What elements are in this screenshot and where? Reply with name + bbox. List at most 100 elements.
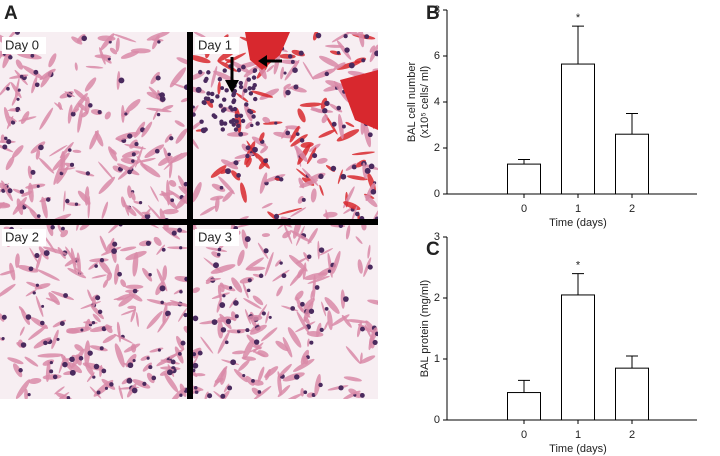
tissue-strand xyxy=(205,247,228,252)
nucleus xyxy=(273,213,280,220)
tissue-strand xyxy=(367,299,378,306)
tissue-strand xyxy=(17,264,39,273)
nucleus xyxy=(211,113,216,118)
tissue-strand xyxy=(135,312,139,328)
tissue-strand xyxy=(259,132,265,142)
nucleus xyxy=(374,50,378,57)
nucleus xyxy=(238,113,244,118)
tissue-strand xyxy=(275,259,282,267)
tissue-strand xyxy=(109,237,115,251)
tissue-strand xyxy=(253,385,272,399)
tissue-strand xyxy=(99,364,103,377)
nucleus xyxy=(324,100,330,107)
tissue-strand xyxy=(113,297,125,301)
tissue-strand xyxy=(52,152,70,171)
tissue-strand xyxy=(333,80,349,103)
tissue-strand xyxy=(152,34,160,50)
nucleus xyxy=(61,226,65,231)
tissue-strand xyxy=(42,359,55,366)
tissue-strand xyxy=(135,146,144,168)
nucleus xyxy=(234,314,239,319)
nucleus xyxy=(8,55,13,60)
tissue-strand xyxy=(210,165,227,178)
tissue-strand xyxy=(302,61,314,80)
tissue-strand xyxy=(91,274,107,279)
tissue-strand xyxy=(355,236,363,244)
tissue-strand xyxy=(38,246,49,260)
tissue-strand xyxy=(89,130,99,150)
tissue-strand xyxy=(120,309,137,316)
nucleus xyxy=(104,386,109,390)
label-bg xyxy=(2,37,46,54)
nucleus xyxy=(231,91,237,97)
tissue-strand xyxy=(231,277,243,293)
nucleus xyxy=(19,189,25,194)
annotation: * xyxy=(576,260,581,272)
tissue-strand xyxy=(166,227,188,233)
nucleus xyxy=(244,102,249,107)
tissue-strand xyxy=(71,36,83,45)
tissue-strand xyxy=(15,59,24,70)
nucleus xyxy=(6,139,12,145)
tissue-strand xyxy=(219,313,232,330)
day-label: Day 3 xyxy=(198,229,232,244)
tissue-strand xyxy=(64,91,75,97)
nucleus xyxy=(238,84,244,90)
nucleus xyxy=(207,393,213,399)
tissue-strand xyxy=(311,68,336,80)
x-axis-label: Time (days) xyxy=(549,443,607,455)
tissue-strand xyxy=(345,225,351,240)
tissue-strand xyxy=(364,194,378,208)
tissue-strand xyxy=(65,246,77,266)
tissue-strand xyxy=(278,363,292,378)
tissue-strand xyxy=(55,392,76,399)
nucleus xyxy=(268,315,272,319)
tissue-strand xyxy=(282,393,302,399)
tissue-strand xyxy=(125,99,141,113)
nucleus xyxy=(290,306,296,311)
tissue-strand xyxy=(141,211,151,215)
tissue-strand xyxy=(265,311,270,324)
nucleus xyxy=(36,214,41,218)
tissue-strand xyxy=(363,257,372,277)
tissue-strand xyxy=(210,264,236,274)
tissue-strand xyxy=(0,81,11,96)
nucleus xyxy=(155,75,161,81)
tissue-strand xyxy=(272,269,290,282)
nucleus xyxy=(228,105,233,110)
tissue-strand xyxy=(24,388,29,399)
tissue-strand xyxy=(167,152,189,164)
nucleus xyxy=(117,271,122,277)
tissue-strand xyxy=(25,183,46,189)
tissue-strand xyxy=(35,149,41,160)
tissue-strand xyxy=(282,230,292,239)
tissue-strand xyxy=(0,336,4,341)
tissue-strand xyxy=(241,229,248,249)
tissue-strand xyxy=(150,186,159,202)
tissue-strand xyxy=(164,133,172,143)
nucleus xyxy=(261,311,266,316)
tissue-strand xyxy=(121,105,125,123)
error-bar xyxy=(626,355,638,369)
nucleus xyxy=(7,188,13,194)
tissue-strand xyxy=(249,324,267,335)
nucleus xyxy=(14,32,20,35)
tissue-strand xyxy=(332,250,341,274)
nucleus xyxy=(146,356,150,360)
tissue-strand xyxy=(280,66,284,80)
nucleus xyxy=(183,181,189,187)
tissue-strand xyxy=(99,235,108,253)
nucleus xyxy=(251,75,257,80)
tissue-strand xyxy=(120,196,126,208)
tissue-strand xyxy=(146,372,155,384)
tissue-strand xyxy=(141,121,153,138)
nucleus xyxy=(170,198,175,203)
nucleus xyxy=(300,301,305,307)
nucleus xyxy=(126,377,133,384)
tissue-strand xyxy=(199,320,224,325)
tissue-strand xyxy=(22,65,44,80)
tissue-strand xyxy=(307,338,310,347)
tissue-strand xyxy=(370,327,378,341)
nucleus xyxy=(179,393,183,397)
tissue-strand xyxy=(217,321,224,339)
